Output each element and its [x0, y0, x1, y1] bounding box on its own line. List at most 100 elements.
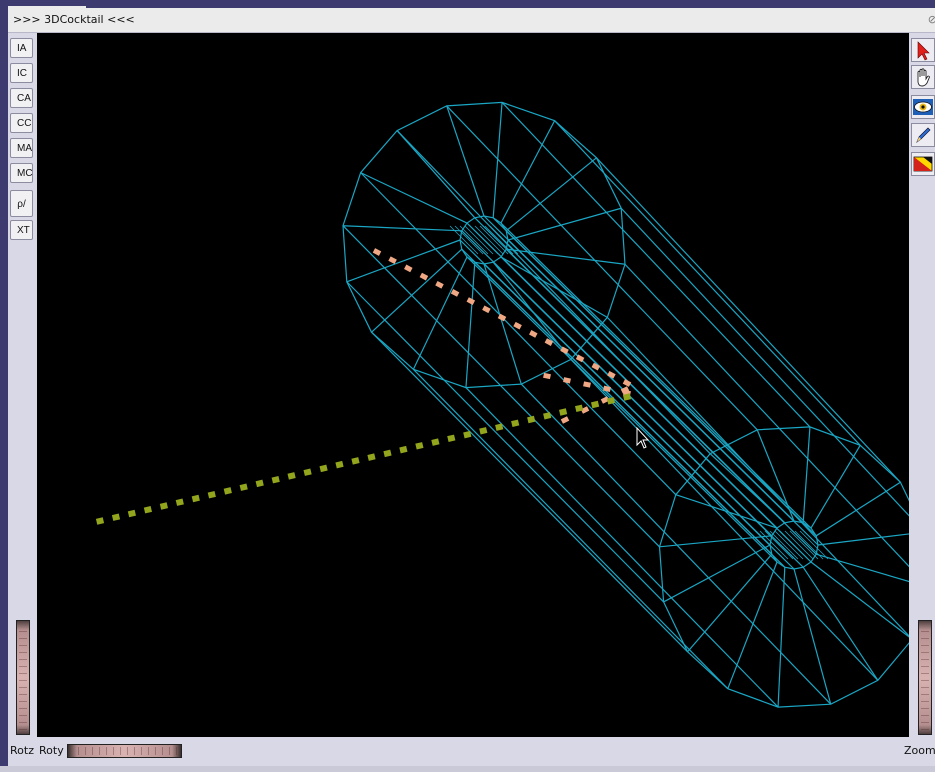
- back-spoke: [793, 568, 832, 705]
- front-core-hatch: [454, 225, 484, 255]
- green-track-segment: [606, 397, 616, 405]
- green-track-segment: [463, 430, 472, 439]
- front-spoke: [465, 262, 476, 388]
- mc-button[interactable]: MC: [10, 163, 33, 183]
- green-track-segment: [447, 434, 456, 443]
- hand-tool-button[interactable]: [911, 65, 935, 89]
- orange-track-segment: [419, 272, 429, 281]
- outer-axial-edge: [371, 331, 689, 653]
- window-bottom-edge: [0, 766, 935, 772]
- back-spoke: [675, 494, 778, 529]
- window-tab-marker: [8, 6, 86, 9]
- pen-icon: [916, 127, 931, 144]
- window-close-icon[interactable]: ⊘: [927, 13, 935, 26]
- orange-track-segment: [404, 264, 413, 273]
- xt-button[interactable]: XT: [10, 220, 33, 240]
- green-track-segment: [495, 423, 504, 431]
- inner-axial-edge: [500, 222, 812, 529]
- cc-button[interactable]: CC: [10, 113, 33, 133]
- front-spoke: [342, 225, 462, 232]
- pointer-arrow-icon: [917, 41, 930, 61]
- roty-slider[interactable]: [67, 744, 182, 758]
- green-track-segment: [335, 460, 344, 469]
- front-core-hatch: [474, 225, 504, 255]
- front-spoke: [500, 256, 608, 318]
- orange-track-segment: [575, 354, 585, 363]
- back-spoke: [816, 553, 909, 583]
- orange-track-segment: [583, 381, 591, 388]
- front-core-hatch: [459, 225, 489, 255]
- green-track-segment: [543, 412, 552, 420]
- ic-button[interactable]: IC: [10, 63, 33, 83]
- ma-button[interactable]: MA: [10, 138, 33, 158]
- front-spoke: [346, 239, 461, 283]
- green-track-segment: [622, 393, 632, 401]
- green-track-segment: [415, 442, 424, 450]
- window-title: >>> 3DCocktail <<<: [13, 13, 135, 26]
- outer-axial-edge: [554, 120, 861, 446]
- pen-tool-button[interactable]: [911, 123, 935, 147]
- green-track-segment: [287, 472, 296, 480]
- front-spoke: [360, 172, 468, 224]
- back-core-hatch: [784, 530, 814, 560]
- inner-axial-edge: [483, 215, 795, 522]
- mouse-cursor-icon: [636, 426, 650, 449]
- orange-track-segment: [529, 330, 538, 338]
- eye-tool-button[interactable]: [911, 95, 935, 119]
- inner-axial-edge: [461, 248, 773, 555]
- outer-axial-edge: [596, 157, 901, 483]
- front-spoke: [412, 256, 468, 370]
- orange-track-segment: [591, 362, 601, 371]
- zoom-label: Zoom: [904, 744, 935, 757]
- detector-wireframe: [342, 101, 909, 708]
- inner-axial-edge: [459, 239, 771, 546]
- window-titlebar[interactable]: >>> 3DCocktail <<< ⊘: [8, 8, 935, 33]
- green-track-segment: [511, 419, 520, 428]
- detector-scene[interactable]: [37, 33, 909, 737]
- outer-axial-edge: [360, 172, 677, 496]
- orange-track-segment: [600, 396, 610, 404]
- outer-axial-edge: [520, 383, 832, 705]
- front-spoke: [492, 102, 503, 218]
- back-spoke: [777, 567, 786, 708]
- outer-axial-edge: [620, 207, 909, 517]
- back-core-hatch: [789, 530, 819, 560]
- 3d-viewport[interactable]: [37, 33, 909, 737]
- back-core-hatch: [799, 530, 829, 560]
- green-track-segment: [479, 427, 488, 435]
- rotz-label: Rotz: [10, 744, 34, 757]
- green-track-segment: [575, 404, 584, 413]
- ca-button[interactable]: CA: [10, 88, 33, 108]
- zoom-slider[interactable]: [918, 620, 932, 735]
- rho-phi-button[interactable]: ρ/φ: [10, 190, 33, 235]
- orange-track-segment: [622, 379, 632, 387]
- back-spoke: [802, 426, 811, 523]
- eye-icon: [913, 99, 933, 115]
- green-track-segment: [239, 483, 248, 491]
- ia-button[interactable]: IA: [10, 38, 33, 58]
- orange-track-segment: [435, 280, 444, 289]
- front-core-hatch: [449, 225, 479, 255]
- orange-track-segment: [544, 338, 554, 346]
- back-spoke: [687, 553, 773, 653]
- back-spoke: [659, 535, 772, 548]
- green-track-segment: [303, 468, 312, 476]
- color-tool-button[interactable]: [911, 152, 935, 176]
- rotz-slider[interactable]: [16, 620, 30, 735]
- outer-axial-edge: [342, 225, 660, 548]
- outer-axial-edge: [412, 368, 729, 690]
- back-core-hatch: [764, 530, 794, 560]
- outer-axial-edge: [570, 359, 879, 681]
- orange-track-segment: [563, 377, 571, 384]
- orange-track-segment: [620, 386, 630, 394]
- green-track-segment: [383, 449, 392, 458]
- green-track-segment: [431, 438, 440, 446]
- back-spoke: [810, 561, 909, 638]
- green-track-segment: [207, 490, 216, 499]
- orange-track-segment: [603, 385, 611, 392]
- green-track-segment: [175, 498, 184, 506]
- green-track-segment: [191, 494, 200, 503]
- pointer-tool-button[interactable]: [911, 38, 935, 62]
- back-core-hatch: [794, 530, 824, 560]
- inner-axial-edge: [461, 230, 773, 537]
